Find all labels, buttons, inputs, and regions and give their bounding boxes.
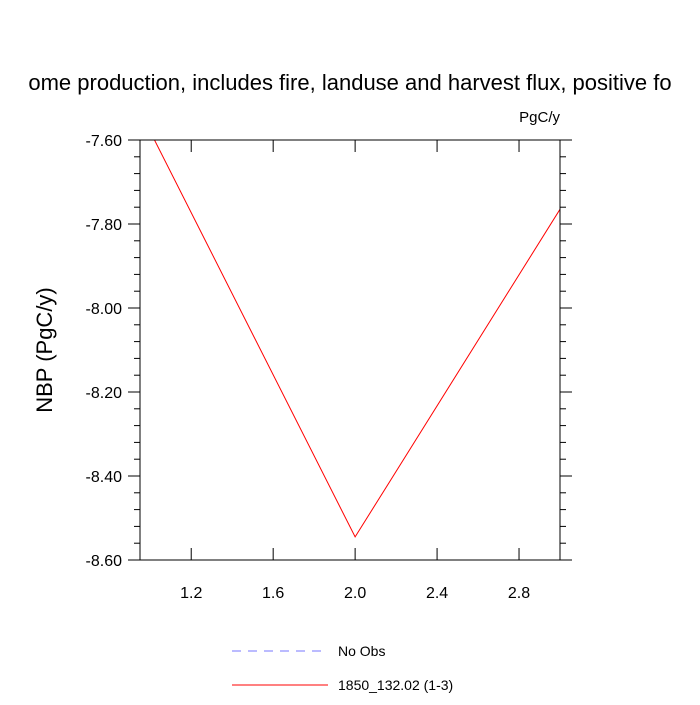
series-layer: [153, 140, 560, 538]
plot-frame: [139, 139, 561, 561]
x-tick-label: 2.4: [426, 585, 448, 602]
minor-ticks: [134, 156, 566, 544]
units-label: PgC/y: [519, 109, 560, 126]
legend-label: 1850_132.02 (1-3): [338, 677, 453, 693]
series-line: [153, 140, 560, 538]
y-tick-label: -7.60: [86, 133, 123, 150]
legend-label: No Obs: [338, 643, 385, 659]
legend: No Obs 1850_132.02 (1-3): [232, 643, 453, 693]
x-tick-labels: 1.2 1.6 2.0 2.4 2.8: [180, 585, 530, 602]
y-tick-labels: -7.60 -7.80 -8.00 -8.20 -8.40 -8.60: [86, 133, 123, 570]
y-tick-label: -8.00: [86, 301, 123, 318]
y-tick-label: -8.60: [86, 553, 123, 570]
major-ticks: [128, 139, 572, 561]
y-tick-label: -7.80: [86, 217, 123, 234]
x-tick-label: 2.8: [508, 585, 530, 602]
x-tick-label: 2.0: [344, 585, 366, 602]
y-tick-label: -8.40: [86, 469, 123, 486]
x-tick-label: 1.2: [180, 585, 202, 602]
y-axis-label: NBP (PgC/y): [32, 287, 57, 413]
y-tick-label: -8.20: [86, 385, 123, 402]
x-tick-label: 1.6: [262, 585, 284, 602]
chart-title: ome production, includes fire, landuse a…: [28, 70, 671, 95]
